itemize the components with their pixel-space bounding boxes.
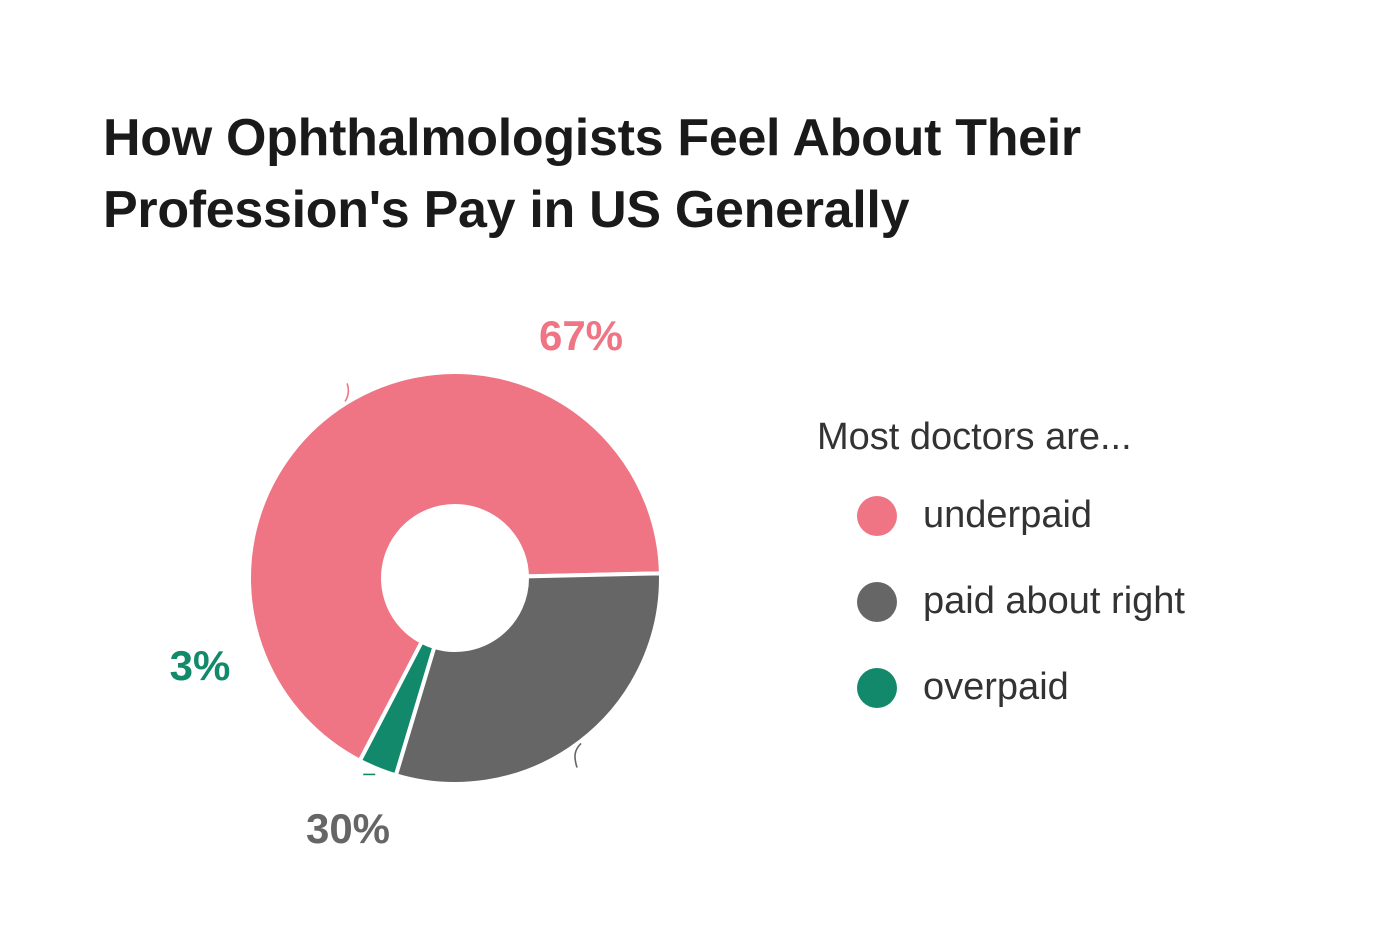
legend-swatch	[857, 495, 897, 536]
leader-paid-about-right	[574, 742, 582, 768]
legend-item-underpaid: underpaid	[857, 494, 1092, 537]
legend: Most doctors are... underpaid paid about …	[817, 412, 1185, 708]
legend-title: Most doctors are...	[817, 416, 1132, 458]
leader-underpaid	[344, 383, 350, 402]
legend-label: paid about right	[923, 580, 1185, 622]
donut-slices	[247, 370, 663, 786]
slice-label-paid-about-right: 30%	[306, 805, 390, 852]
legend-item-overpaid: overpaid	[857, 666, 1069, 709]
legend-label: overpaid	[923, 666, 1069, 708]
slice-paid-about-right	[393, 571, 663, 786]
label-leader-lines	[344, 383, 582, 776]
slice-label-overpaid: 3%	[170, 642, 231, 689]
legend-swatch	[857, 581, 897, 622]
legend-item-paid-about-right: paid about right	[857, 580, 1185, 623]
legend-label: underpaid	[923, 494, 1093, 536]
legend-swatch	[857, 667, 897, 708]
slice-label-underpaid: 67%	[539, 312, 623, 359]
chart-title: How Ophthalmologists Feel About Their Pr…	[103, 102, 1303, 246]
chart-title-line-1: How Ophthalmologists Feel About Their	[103, 109, 1081, 167]
chart-title-line-2: Profession's Pay in US Generally	[103, 181, 910, 239]
slice-overpaid	[357, 639, 437, 778]
slice-labels: 67% 30% 3%	[170, 312, 623, 852]
slice-underpaid	[247, 370, 663, 763]
donut-chart: 67% 30% 3%	[170, 312, 663, 852]
